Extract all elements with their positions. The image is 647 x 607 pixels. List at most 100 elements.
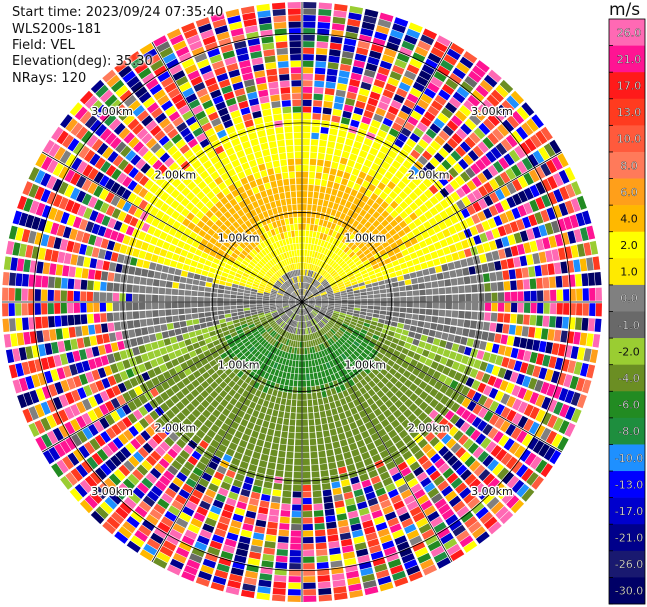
ppi-gate: [481, 373, 491, 384]
ppi-gate: [97, 367, 107, 379]
ppi-gate: [244, 269, 251, 275]
ppi-gate: [321, 390, 327, 398]
ppi-gate: [255, 472, 265, 481]
ppi-gate: [171, 253, 180, 261]
ppi-gate: [155, 384, 165, 394]
ppi-gate: [277, 309, 284, 313]
ppi-gate: [377, 166, 387, 176]
ppi-gate: [70, 418, 81, 432]
ppi-gate: [217, 302, 224, 307]
ppi-gate: [322, 200, 329, 207]
ppi-gate: [287, 318, 292, 325]
ppi-gate: [315, 282, 321, 288]
ppi-gate: [444, 317, 452, 325]
ppi-gate: [302, 125, 311, 133]
ppi-gate: [371, 417, 380, 426]
ppi-gate: [358, 561, 372, 570]
ppi-gate: [385, 315, 393, 321]
ppi-gate: [451, 286, 459, 294]
ppi-gate: [299, 321, 301, 329]
ppi-gate: [445, 294, 452, 302]
ppi-gate: [345, 283, 352, 288]
ppi-gate: [444, 490, 458, 502]
ppi-gate: [395, 358, 404, 366]
ppi-gate: [113, 321, 122, 331]
ppi-gate: [433, 441, 445, 452]
ppi-gate: [567, 360, 577, 374]
ppi-gate: [485, 363, 495, 374]
ppi-gate: [136, 464, 149, 476]
ppi-gate: [346, 504, 357, 513]
ppi-gate: [446, 120, 459, 132]
ppi-gate: [178, 314, 186, 321]
ppi-gate: [157, 256, 165, 265]
ppi-gate: [200, 205, 210, 214]
ppi-gate: [324, 508, 335, 516]
ppi-gate: [341, 445, 350, 454]
ppi-gate: [237, 209, 245, 217]
ppi-gate: [295, 300, 302, 302]
ppi-gate: [302, 119, 311, 126]
ppi-gate: [492, 482, 505, 495]
ppi-gate: [312, 310, 318, 316]
ppi-gate: [278, 290, 285, 294]
ppi-gate: [280, 378, 286, 385]
ppi-gate: [210, 195, 220, 205]
ppi-gate: [219, 206, 228, 215]
ppi-gate: [262, 256, 269, 263]
ppi-gate: [271, 258, 277, 265]
ppi-gate: [110, 252, 119, 262]
ppi-gate: [540, 209, 550, 223]
ppi-gate: [332, 579, 346, 588]
ppi-gate: [165, 251, 174, 259]
ppi-gate: [337, 249, 343, 256]
ppi-gate: [375, 72, 388, 82]
ppi-gate: [302, 387, 307, 394]
ppi-gate: [191, 285, 199, 291]
ppi-gate: [74, 106, 88, 121]
ppi-gate: [336, 190, 344, 198]
ppi-gate: [89, 471, 103, 485]
ppi-gate: [475, 159, 487, 171]
ppi-gate: [489, 191, 500, 204]
ppi-gate: [482, 321, 491, 331]
ppi-gate: [284, 307, 290, 311]
ppi-gate: [276, 549, 288, 556]
ppi-gate: [398, 429, 409, 439]
ppi-gate: [138, 302, 146, 310]
ppi-gate: [318, 450, 326, 458]
ppi-gate: [59, 440, 72, 454]
ppi-gate: [225, 469, 236, 479]
ppi-gate: [121, 189, 132, 200]
ppi-gate: [298, 374, 302, 381]
ppi-gate: [295, 302, 302, 304]
ppi-gate: [497, 367, 507, 379]
ppi-gate: [282, 358, 287, 365]
ppi-gate: [398, 165, 409, 175]
ppi-gate: [285, 325, 290, 331]
ppi-gate: [472, 404, 483, 415]
ppi-gate: [560, 330, 568, 343]
ppi-gate: [457, 231, 467, 241]
ppi-gate: [315, 211, 321, 219]
ppi-gate: [399, 46, 413, 57]
ppi-gate: [357, 554, 371, 564]
ppi-gate: [330, 560, 343, 568]
ppi-gate: [403, 342, 412, 350]
ppi-gate: [314, 529, 326, 537]
ppi-gate: [233, 367, 241, 375]
ppi-gate: [340, 310, 347, 314]
ppi-gate: [195, 429, 206, 439]
ppi-gate: [348, 299, 355, 302]
ppi-gate: [180, 197, 190, 207]
ppi-gate: [272, 409, 279, 417]
ppi-gate: [366, 291, 374, 295]
ppi-gate: [194, 361, 203, 370]
ppi-gate: [173, 166, 184, 177]
ppi-gate: [482, 423, 493, 436]
ppi-gate: [327, 331, 333, 338]
ppi-gate: [268, 269, 274, 276]
ppi-gate: [368, 256, 376, 263]
ppi-gate: [312, 279, 317, 286]
ppi-gate: [433, 71, 447, 83]
